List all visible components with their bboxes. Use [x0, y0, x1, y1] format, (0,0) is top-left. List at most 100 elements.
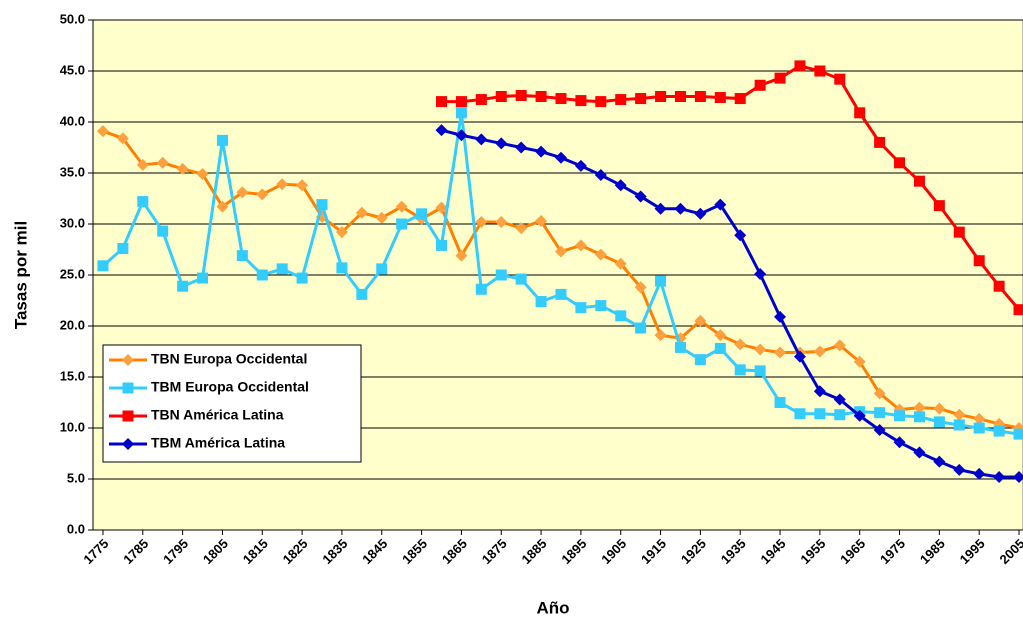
marker — [296, 179, 309, 192]
marker — [973, 255, 985, 267]
marker — [754, 79, 766, 91]
marker — [634, 281, 647, 294]
marker — [793, 350, 806, 363]
marker — [495, 91, 507, 102]
marker — [933, 402, 946, 415]
marker — [853, 355, 866, 368]
marker — [634, 190, 647, 203]
marker — [953, 226, 965, 238]
marker — [355, 206, 368, 219]
marker — [913, 446, 926, 459]
marker — [734, 364, 746, 376]
marker — [694, 91, 706, 102]
marker — [177, 280, 189, 292]
legend-label: TBN Europa Occidental — [151, 351, 307, 367]
x-tick-label: 1815 — [240, 536, 271, 567]
marker — [973, 467, 986, 480]
marker — [96, 125, 109, 138]
x-axis-label: Año — [536, 598, 569, 617]
marker — [335, 226, 348, 239]
marker — [714, 92, 726, 104]
marker — [734, 229, 747, 242]
marker — [774, 346, 787, 359]
x-tick-label: 1795 — [160, 536, 191, 567]
marker — [256, 269, 268, 281]
marker — [953, 463, 966, 476]
marker — [814, 65, 826, 77]
marker — [495, 215, 508, 228]
marker — [316, 199, 328, 211]
marker — [122, 438, 134, 450]
marker — [475, 133, 488, 146]
marker — [615, 94, 627, 106]
x-tick-label: 1825 — [280, 536, 311, 567]
marker — [734, 93, 746, 105]
y-tick-label: 0.0 — [67, 521, 85, 536]
marker — [993, 470, 1006, 483]
marker — [116, 132, 129, 145]
y-tick-label: 25.0 — [60, 266, 85, 281]
y-tick-label: 50.0 — [60, 11, 85, 26]
marker — [654, 329, 667, 342]
x-tick-label: 1855 — [399, 536, 430, 567]
marker — [894, 410, 906, 422]
marker — [515, 89, 527, 101]
marker — [157, 225, 169, 237]
marker — [893, 436, 906, 449]
marker — [574, 239, 587, 252]
marker — [1013, 470, 1023, 483]
marker — [236, 250, 248, 262]
marker — [655, 91, 667, 102]
x-tick-label: 1805 — [200, 536, 231, 567]
x-tick-label: 1985 — [917, 536, 948, 567]
marker — [694, 207, 707, 220]
marker — [595, 96, 607, 108]
marker — [933, 416, 945, 428]
marker — [833, 393, 846, 406]
marker — [874, 407, 886, 419]
marker — [435, 201, 448, 214]
marker — [913, 175, 925, 187]
marker — [833, 339, 846, 352]
marker — [714, 342, 726, 354]
marker — [594, 248, 607, 261]
legend: TBN Europa Occidental TBM Europa Occident… — [102, 344, 362, 463]
marker — [635, 93, 647, 105]
marker — [455, 249, 468, 262]
marker — [296, 272, 308, 284]
marker — [276, 178, 289, 191]
y-tick-label: 45.0 — [60, 62, 85, 77]
marker — [356, 288, 368, 300]
marker — [554, 151, 567, 164]
x-tick-label: 1995 — [957, 536, 988, 567]
marker — [236, 186, 249, 199]
marker — [276, 263, 288, 275]
y-tick-label: 20.0 — [60, 317, 85, 332]
x-tick-label: 1845 — [359, 536, 390, 567]
marker — [376, 263, 388, 275]
marker — [216, 134, 228, 146]
marker — [913, 411, 925, 423]
x-tick-label: 1775 — [80, 536, 111, 567]
marker — [674, 341, 686, 353]
x-tick-label: 1865 — [439, 536, 470, 567]
marker — [774, 310, 787, 323]
marker — [554, 245, 567, 258]
marker — [396, 218, 408, 230]
marker — [933, 455, 946, 468]
marker — [136, 158, 149, 171]
marker — [495, 137, 508, 150]
x-tick-label: 1895 — [558, 536, 589, 567]
marker — [475, 215, 488, 228]
x-tick-label: 1885 — [519, 536, 550, 567]
x-tick-label: 2005 — [997, 536, 1023, 567]
marker — [197, 272, 209, 284]
marker — [515, 222, 528, 235]
marker — [575, 302, 587, 314]
marker — [953, 408, 966, 421]
marker — [495, 269, 507, 281]
marker — [694, 354, 706, 366]
marker — [535, 91, 547, 102]
legend-label: TBM Europa Occidental — [151, 379, 309, 395]
marker — [436, 96, 448, 108]
